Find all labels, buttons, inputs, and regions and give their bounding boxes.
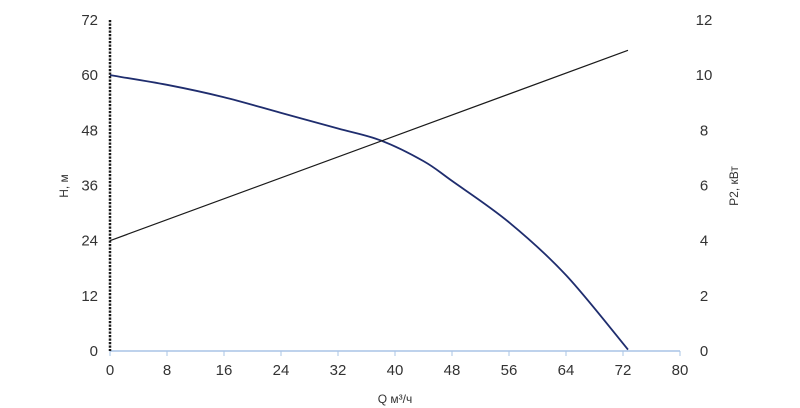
series-group [109,49,629,351]
y-right-tick-label: 10 [696,67,713,84]
x-tick-label: 72 [615,362,632,379]
tick-labels-group: 0 8 16 24 32 40 48 56 64 72 8001224364860720246810… [81,12,712,379]
series-right-line [109,49,629,242]
y-right-tick-label: 4 [700,233,708,250]
y-right-axis-title: P2, кВт [727,166,741,206]
y-left-tick-label: 24 [81,233,98,250]
x-tick-label: 48 [444,362,461,379]
x-axis-title: Q м³/ч [378,392,413,406]
x-tick-label: 24 [273,362,290,379]
y-right-tick-label: 6 [700,178,708,195]
axes-group [108,20,681,356]
x-tick-label: 0 [106,362,114,379]
x-tick-label: 64 [558,362,575,379]
y-right-tick-label: 2 [700,288,708,305]
y-left-tick-label: 60 [81,67,98,84]
y-right-tick-label: 8 [700,122,708,139]
x-tick-label: 40 [387,362,404,379]
x-tick-label: 8 [163,362,171,379]
y-left-tick-label: 12 [81,288,98,305]
y-left-axis-title: H, м [57,174,71,198]
x-tick-label: 32 [330,362,347,379]
x-tick-label: 56 [501,362,518,379]
x-tick-label: 80 [672,362,689,379]
y-left-tick-label: 36 [81,178,98,195]
series-left-line [109,74,629,351]
x-tick-label: 16 [216,362,233,379]
y-right-tick-label: 0 [700,343,708,360]
y-left-tick-label: 0 [90,343,98,360]
y-left-tick-label: 72 [81,12,98,29]
y-left-tick-label: 48 [81,122,98,139]
y-right-tick-label: 12 [696,12,713,29]
